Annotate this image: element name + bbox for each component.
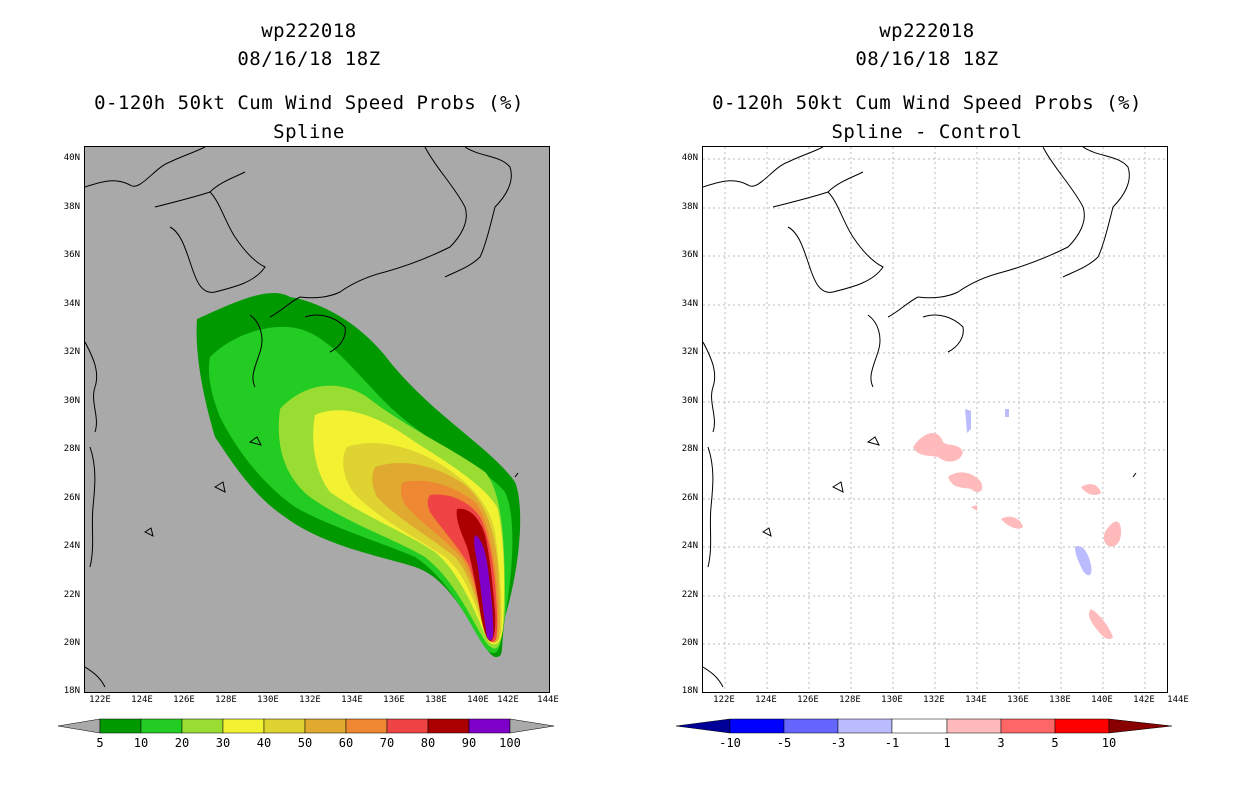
diff-positive-patch <box>1088 609 1113 640</box>
left-lon-label-124: 124E <box>131 695 153 705</box>
right-lon-label-130: 130E <box>881 695 903 705</box>
left-lon-label-140: 140E <box>467 695 489 705</box>
left-map-canvas <box>85 147 521 688</box>
diff-negative-patch <box>965 409 971 433</box>
right-lat-label-38: 38N <box>681 202 698 212</box>
left-lat-label-40: 40N <box>63 153 80 163</box>
right-lon-label-132: 132E <box>923 695 945 705</box>
right-lon-label-122: 122E <box>713 695 735 705</box>
left-colorbar <box>58 718 554 734</box>
left-lon-label-126: 126E <box>173 695 195 705</box>
right-lon-label-126: 126E <box>797 695 819 705</box>
left-lat-label-28: 28N <box>63 444 80 454</box>
diff-positive-patch <box>1081 484 1101 495</box>
right-lat-label-24: 24N <box>681 541 698 551</box>
left-lon-label-128: 128E <box>215 695 237 705</box>
right-cbar-n5: -5 <box>776 736 792 750</box>
left-cbar-30: 30 <box>215 736 231 750</box>
left-lon-label-144: 144E <box>537 695 559 705</box>
right-lat-label-32: 32N <box>681 347 698 357</box>
left-lat-label-34: 34N <box>63 299 80 309</box>
left-map <box>84 146 550 693</box>
right-lon-label-128: 128E <box>839 695 861 705</box>
right-lon-label-144: 144E <box>1167 695 1189 705</box>
left-title: 0-120h 50kt Cum Wind Speed Probs (%) <box>94 92 524 114</box>
diff-positive-patch <box>948 472 983 493</box>
left-panel: wp222018 08/16/18 18Z 0-120h 50kt Cum Wi… <box>58 20 559 750</box>
left-lon-label-132: 132E <box>299 695 321 705</box>
left-cbar-10: 10 <box>133 736 149 750</box>
right-storm-id: wp222018 <box>879 20 975 42</box>
left-cbar-90: 90 <box>461 736 477 750</box>
left-storm-id: wp222018 <box>261 20 357 42</box>
left-lat-label-38: 38N <box>63 202 80 212</box>
left-cbar-100: 100 <box>499 736 521 750</box>
coastlines <box>703 147 1137 688</box>
left-lat-label-18: 18N <box>63 686 80 696</box>
left-cbar-40: 40 <box>256 736 272 750</box>
left-date: 08/16/18 18Z <box>237 48 381 70</box>
right-lat-label-36: 36N <box>681 250 698 260</box>
right-lat-label-40: 40N <box>681 153 698 163</box>
right-lon-label-142: 142E <box>1133 695 1155 705</box>
right-cbar-p5: 5 <box>1051 736 1059 750</box>
right-lat-label-26: 26N <box>681 493 698 503</box>
right-map <box>702 146 1168 693</box>
left-lat-label-20: 20N <box>63 638 80 648</box>
right-lat-label-28: 28N <box>681 444 698 454</box>
right-lat-label-18: 18N <box>681 686 698 696</box>
right-cbar-n10: -10 <box>719 736 741 750</box>
diff-negative-patch <box>1075 545 1092 576</box>
left-cbar-50: 50 <box>297 736 313 750</box>
diff-positive-patch <box>913 432 963 462</box>
prob-90-contour <box>474 535 494 640</box>
left-lat-label-32: 32N <box>63 347 80 357</box>
coastlines <box>85 147 519 688</box>
left-lon-label-142: 142E <box>497 695 519 705</box>
right-panel: wp222018 08/16/18 18Z 0-120h 50kt Cum Wi… <box>618 0 1236 800</box>
left-lon-label-138: 138E <box>425 695 447 705</box>
diff-positive-patch <box>971 505 977 511</box>
left-cbar-60: 60 <box>338 736 354 750</box>
right-lon-label-140: 140E <box>1091 695 1113 705</box>
right-colorbar <box>676 718 1172 734</box>
diff-positive-patch <box>1103 521 1121 547</box>
right-lat-label-30: 30N <box>681 396 698 406</box>
left-lon-label-122: 122E <box>89 695 111 705</box>
right-cbar-n1: -1 <box>884 736 900 750</box>
left-cbar-80: 80 <box>420 736 436 750</box>
left-cbar-5: 5 <box>96 736 104 750</box>
right-subtitle: Spline - Control <box>831 121 1023 143</box>
left-cbar-70: 70 <box>379 736 395 750</box>
right-date: 08/16/18 18Z <box>855 48 999 70</box>
diff-negative-patch <box>1005 409 1009 417</box>
left-lat-label-24: 24N <box>63 541 80 551</box>
left-lon-label-134: 134E <box>341 695 363 705</box>
grid-lines <box>703 147 1167 692</box>
right-lon-label-134: 134E <box>965 695 987 705</box>
right-cbar-p3: 3 <box>997 736 1005 750</box>
left-lon-label-130: 130E <box>257 695 279 705</box>
right-cbar-n3: -3 <box>830 736 846 750</box>
right-cbar-p10: 10 <box>1101 736 1117 750</box>
right-lon-label-124: 124E <box>755 695 777 705</box>
left-subtitle: Spline <box>273 121 345 143</box>
right-lat-label-22: 22N <box>681 590 698 600</box>
right-lon-label-138: 138E <box>1049 695 1071 705</box>
left-lat-label-26: 26N <box>63 493 80 503</box>
diff-positive-patch <box>1001 516 1023 529</box>
right-lon-label-136: 136E <box>1007 695 1029 705</box>
right-title: 0-120h 50kt Cum Wind Speed Probs (%) <box>712 92 1142 114</box>
left-lat-label-36: 36N <box>63 250 80 260</box>
right-lat-label-34: 34N <box>681 299 698 309</box>
left-cbar-20: 20 <box>174 736 190 750</box>
left-lon-label-136: 136E <box>383 695 405 705</box>
left-lat-label-30: 30N <box>63 396 80 406</box>
right-cbar-p1: 1 <box>943 736 951 750</box>
right-lat-label-20: 20N <box>681 638 698 648</box>
right-map-canvas <box>703 147 1167 692</box>
left-lat-label-22: 22N <box>63 590 80 600</box>
